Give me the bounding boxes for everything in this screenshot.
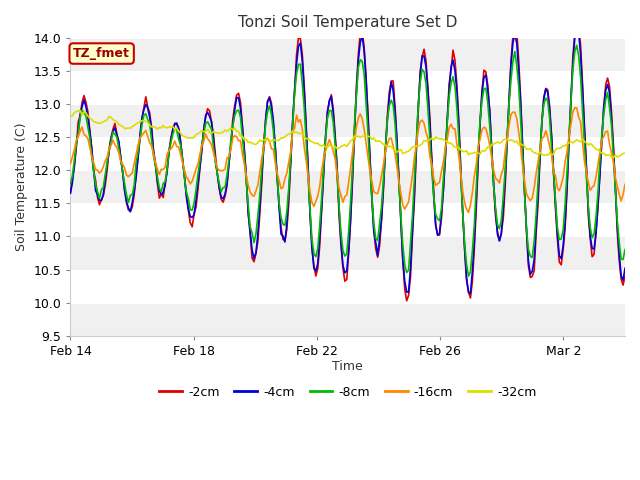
-32cm: [557, 144, 565, 150]
-16cm: [557, 182, 565, 188]
-8cm: [557, 236, 565, 242]
-8cm: [347, 198, 355, 204]
-2cm: [403, 298, 410, 304]
-16cm: [534, 159, 542, 165]
Bar: [70, 270, 625, 302]
Line: -4cm: -4cm: [70, 26, 625, 294]
-4cm: [544, 89, 552, 95]
Legend: -2cm, -4cm, -8cm, -16cm, -32cm: -2cm, -4cm, -8cm, -16cm, -32cm: [154, 381, 541, 404]
-2cm: [67, 189, 74, 195]
-2cm: [115, 140, 123, 145]
-4cm: [534, 193, 542, 199]
Line: -32cm: -32cm: [70, 110, 625, 157]
-16cm: [465, 210, 472, 216]
Bar: [70, 170, 625, 204]
-16cm: [347, 165, 355, 170]
-32cm: [575, 138, 582, 144]
-16cm: [115, 150, 123, 156]
-2cm: [557, 262, 565, 268]
-8cm: [544, 98, 552, 104]
-32cm: [534, 152, 542, 157]
-4cm: [577, 51, 584, 57]
Line: -2cm: -2cm: [70, 25, 625, 301]
-4cm: [621, 265, 629, 271]
Title: Tonzi Soil Temperature Set D: Tonzi Soil Temperature Set D: [238, 15, 458, 30]
-2cm: [621, 273, 629, 279]
Bar: [70, 302, 625, 336]
-8cm: [465, 273, 472, 279]
-8cm: [534, 180, 542, 185]
-16cm: [67, 161, 74, 167]
-4cm: [467, 291, 474, 297]
-32cm: [67, 113, 74, 119]
-32cm: [76, 108, 84, 113]
Bar: [70, 237, 625, 270]
X-axis label: Time: Time: [332, 360, 363, 373]
Bar: [70, 137, 625, 170]
Bar: [70, 38, 625, 71]
-16cm: [621, 181, 629, 187]
Bar: [70, 104, 625, 137]
Line: -16cm: -16cm: [70, 108, 625, 213]
-16cm: [577, 119, 584, 124]
-2cm: [577, 42, 584, 48]
Y-axis label: Soil Temperature (C): Soil Temperature (C): [15, 122, 28, 251]
-4cm: [557, 255, 565, 261]
-4cm: [115, 138, 123, 144]
-8cm: [115, 145, 123, 151]
-8cm: [67, 180, 74, 186]
-16cm: [571, 105, 579, 110]
-4cm: [67, 191, 74, 196]
-4cm: [573, 23, 580, 29]
-4cm: [347, 215, 355, 220]
Bar: [70, 71, 625, 104]
Text: TZ_fmet: TZ_fmet: [73, 47, 130, 60]
-2cm: [544, 87, 552, 93]
-2cm: [534, 201, 542, 207]
-8cm: [621, 247, 629, 252]
-8cm: [577, 73, 584, 79]
Line: -8cm: -8cm: [70, 45, 625, 276]
-32cm: [349, 137, 356, 143]
-16cm: [544, 134, 552, 140]
-32cm: [117, 123, 125, 129]
-32cm: [544, 152, 552, 158]
Bar: [70, 204, 625, 237]
-8cm: [573, 42, 580, 48]
-32cm: [609, 155, 617, 160]
-2cm: [573, 22, 580, 28]
-32cm: [621, 150, 629, 156]
-2cm: [347, 217, 355, 223]
